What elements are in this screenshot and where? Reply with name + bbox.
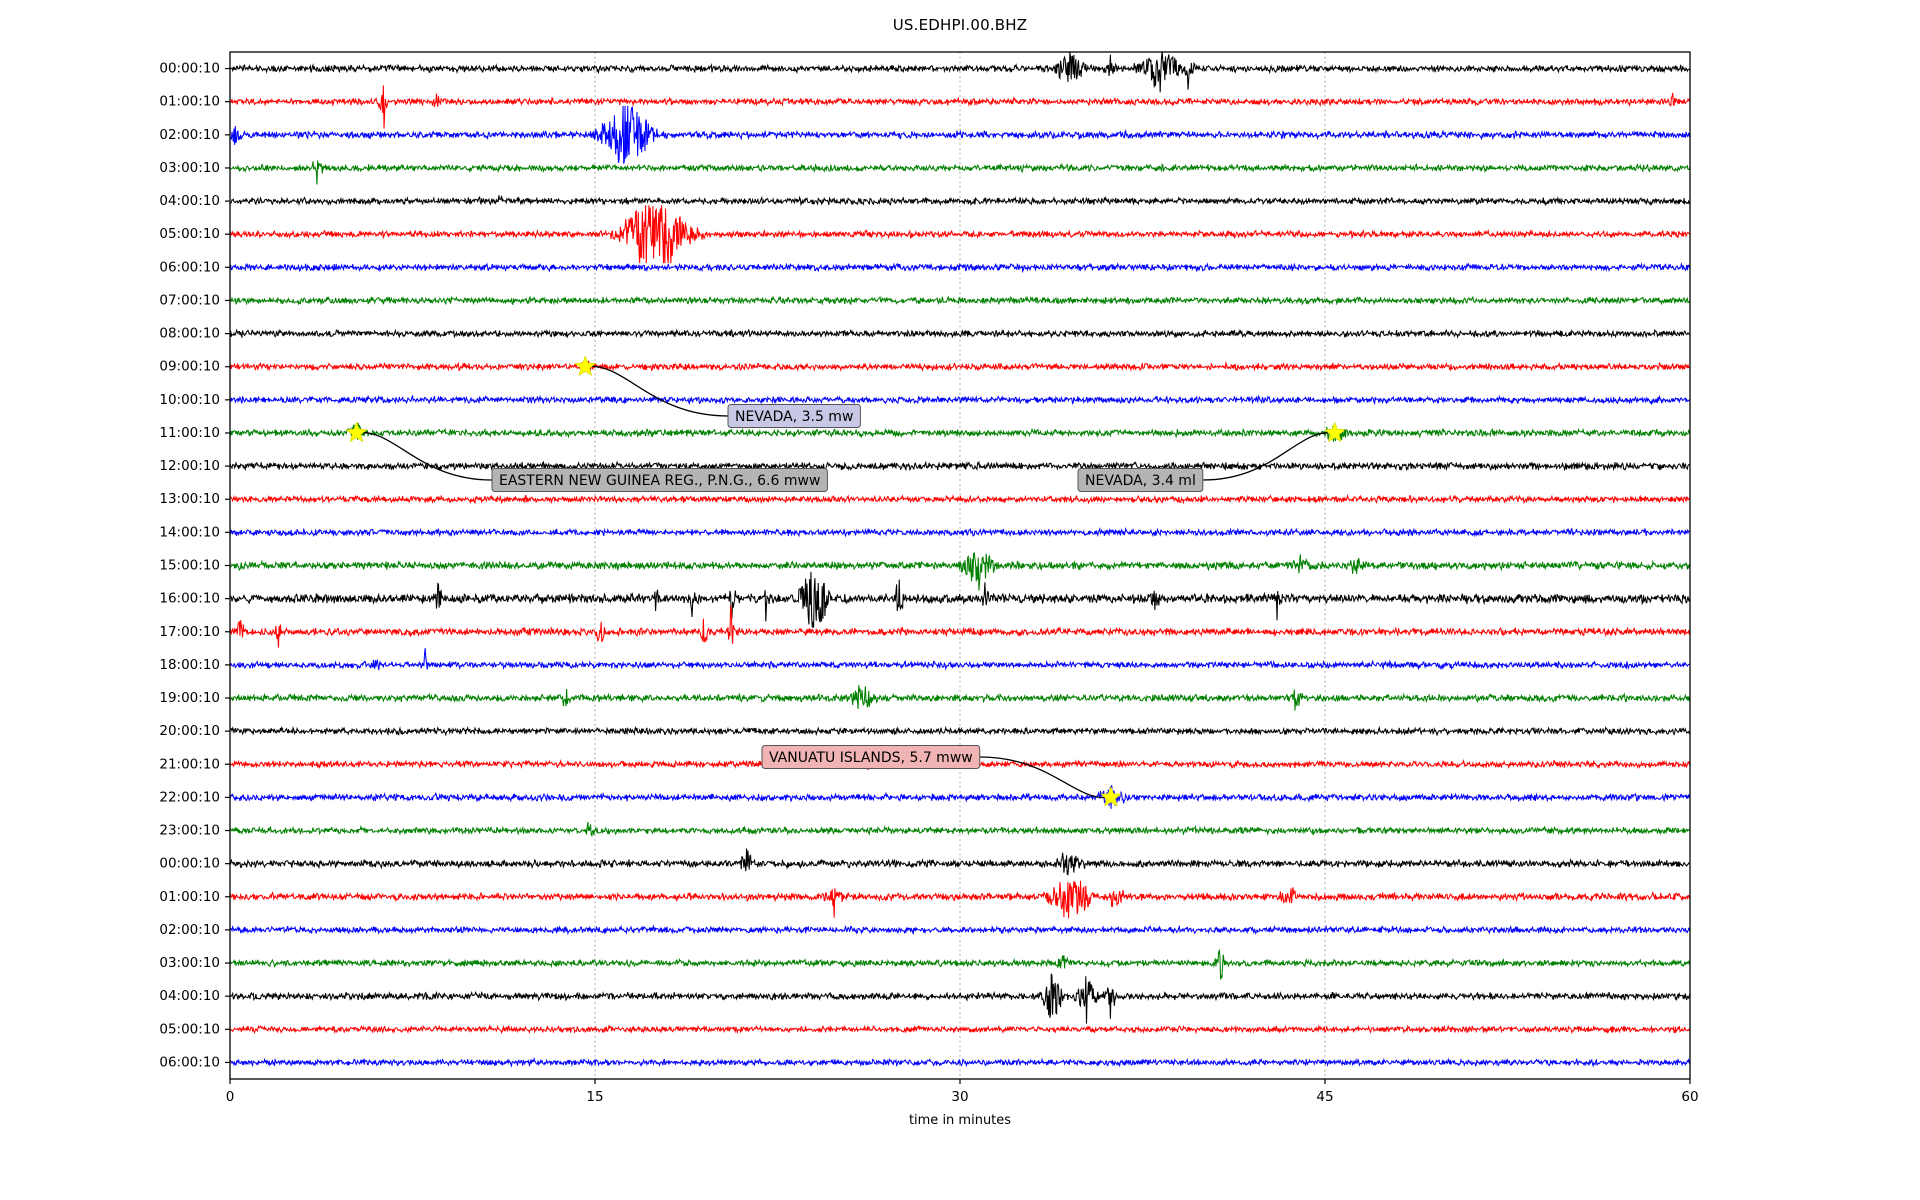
y-tick-label: 07:00:10	[159, 292, 220, 308]
y-tick-label: 02:00:10	[159, 922, 220, 938]
seismic-trace	[229, 460, 1691, 472]
seismic-trace	[229, 685, 1691, 711]
event-star-marker[interactable]	[574, 355, 597, 376]
seismic-trace	[229, 328, 1691, 339]
seismic-trace	[229, 394, 1691, 406]
annotation-leader-line	[356, 431, 493, 481]
y-tick-label: 01:00:10	[159, 889, 220, 905]
seismic-trace	[229, 948, 1691, 980]
x-axis-title: time in minutes	[909, 1113, 1011, 1128]
gridlines	[594, 52, 1326, 1079]
seismic-trace	[229, 422, 1691, 442]
seismic-trace	[229, 493, 1691, 505]
seismic-trace	[229, 195, 1691, 207]
y-tick-label: 23:00:10	[159, 823, 220, 839]
y-tick-label: 21:00:10	[159, 756, 220, 772]
y-tick-label: 08:00:10	[159, 326, 220, 342]
annotation-label-box[interactable]	[491, 468, 828, 492]
y-tick-label: 03:00:10	[159, 955, 220, 971]
x-tick-label: 15	[586, 1089, 603, 1105]
page-title: US.EDHPI.00.BHZ	[892, 16, 1028, 34]
seismic-trace	[229, 605, 1691, 648]
seismic-trace	[229, 160, 1691, 185]
seismic-trace	[229, 973, 1691, 1024]
annotation-leader-line	[1202, 432, 1335, 481]
seismic-trace	[229, 784, 1691, 809]
seismic-trace	[229, 205, 1691, 264]
event-star-marker[interactable]	[345, 421, 368, 443]
annotation-label-box[interactable]	[727, 404, 861, 428]
annotation-label-text: NEVADA, 3.4 ml	[1085, 473, 1196, 489]
y-tick-label: 03:00:10	[159, 160, 220, 176]
seismic-trace	[229, 848, 1691, 876]
seismic-trace	[229, 1024, 1691, 1035]
annotation-label-box[interactable]	[1077, 468, 1204, 492]
annotation-leader-line	[585, 365, 729, 417]
seismic-trace	[229, 648, 1691, 671]
seismic-trace	[229, 551, 1691, 591]
y-tick-label: 04:00:10	[159, 988, 220, 1004]
seismic-trace	[229, 105, 1691, 164]
seismic-trace	[229, 295, 1691, 306]
y-tick-label: 18:00:10	[159, 657, 220, 673]
y-tick-label: 20:00:10	[159, 723, 220, 739]
y-tick-label: 00:00:10	[159, 856, 220, 872]
y-tick-label: 22:00:10	[159, 789, 220, 805]
seismic-trace	[229, 821, 1691, 838]
y-tick-label: 05:00:10	[159, 1021, 220, 1037]
annotation-label-text: VANUATU ISLANDS, 5.7 mww	[769, 750, 973, 766]
annotation-leader-line	[979, 756, 1111, 799]
seismic-trace	[229, 725, 1691, 737]
y-tick-label: 06:00:10	[159, 259, 220, 275]
y-tick-label: 11:00:10	[159, 425, 220, 441]
x-tick-label: 0	[226, 1089, 235, 1105]
y-tick-label: 06:00:10	[159, 1054, 220, 1070]
y-tick-label: 14:00:10	[159, 524, 220, 540]
x-tick-label: 30	[951, 1089, 968, 1105]
event-star-marker[interactable]	[1099, 785, 1122, 807]
annotation-label-text: NEVADA, 3.5 mw	[735, 409, 853, 425]
y-tick-label: 09:00:10	[159, 359, 220, 375]
x-axis-tick-labels: 0 15 30 45 60 time in minutes	[226, 1079, 1699, 1128]
y-tick-label: 13:00:10	[159, 491, 220, 507]
y-tick-label: 16:00:10	[159, 591, 220, 607]
y-tick-label: 12:00:10	[159, 458, 220, 474]
seismic-trace	[229, 880, 1691, 919]
seismic-trace	[229, 357, 1691, 373]
y-tick-label: 17:00:10	[159, 624, 220, 640]
annotation-label-box[interactable]	[761, 745, 981, 769]
seismic-trace	[229, 262, 1691, 274]
x-tick-label: 60	[1681, 1089, 1698, 1105]
y-tick-label: 19:00:10	[159, 690, 220, 706]
seismic-trace	[229, 924, 1691, 936]
seismic-trace	[229, 571, 1691, 628]
y-axis-tick-labels: 00:00:10 01:00:10 02:00:10 03:00:10 04:00:10…	[159, 61, 230, 1070]
y-tick-label: 15:00:10	[159, 558, 220, 574]
y-tick-label: 04:00:10	[159, 193, 220, 209]
event-annotations: NEVADA, 3.5 mw EASTERN NEW GUINEA REG., P…	[345, 355, 1346, 807]
y-tick-label: 10:00:10	[159, 392, 220, 408]
waveform-traces	[229, 51, 1691, 1068]
y-tick-label: 00:00:10	[159, 61, 220, 77]
seismic-trace	[229, 51, 1691, 93]
seismic-trace	[229, 85, 1691, 129]
seismic-trace	[229, 527, 1691, 538]
seismic-trace	[229, 1056, 1691, 1068]
annotation-label-text: EASTERN NEW GUINEA REG., P.N.G., 6.6 mww	[499, 473, 820, 489]
y-tick-label: 05:00:10	[159, 226, 220, 242]
y-tick-label: 02:00:10	[159, 127, 220, 143]
x-tick-label: 45	[1316, 1089, 1333, 1105]
event-star-marker[interactable]	[1323, 421, 1346, 443]
y-tick-label: 01:00:10	[159, 94, 220, 110]
